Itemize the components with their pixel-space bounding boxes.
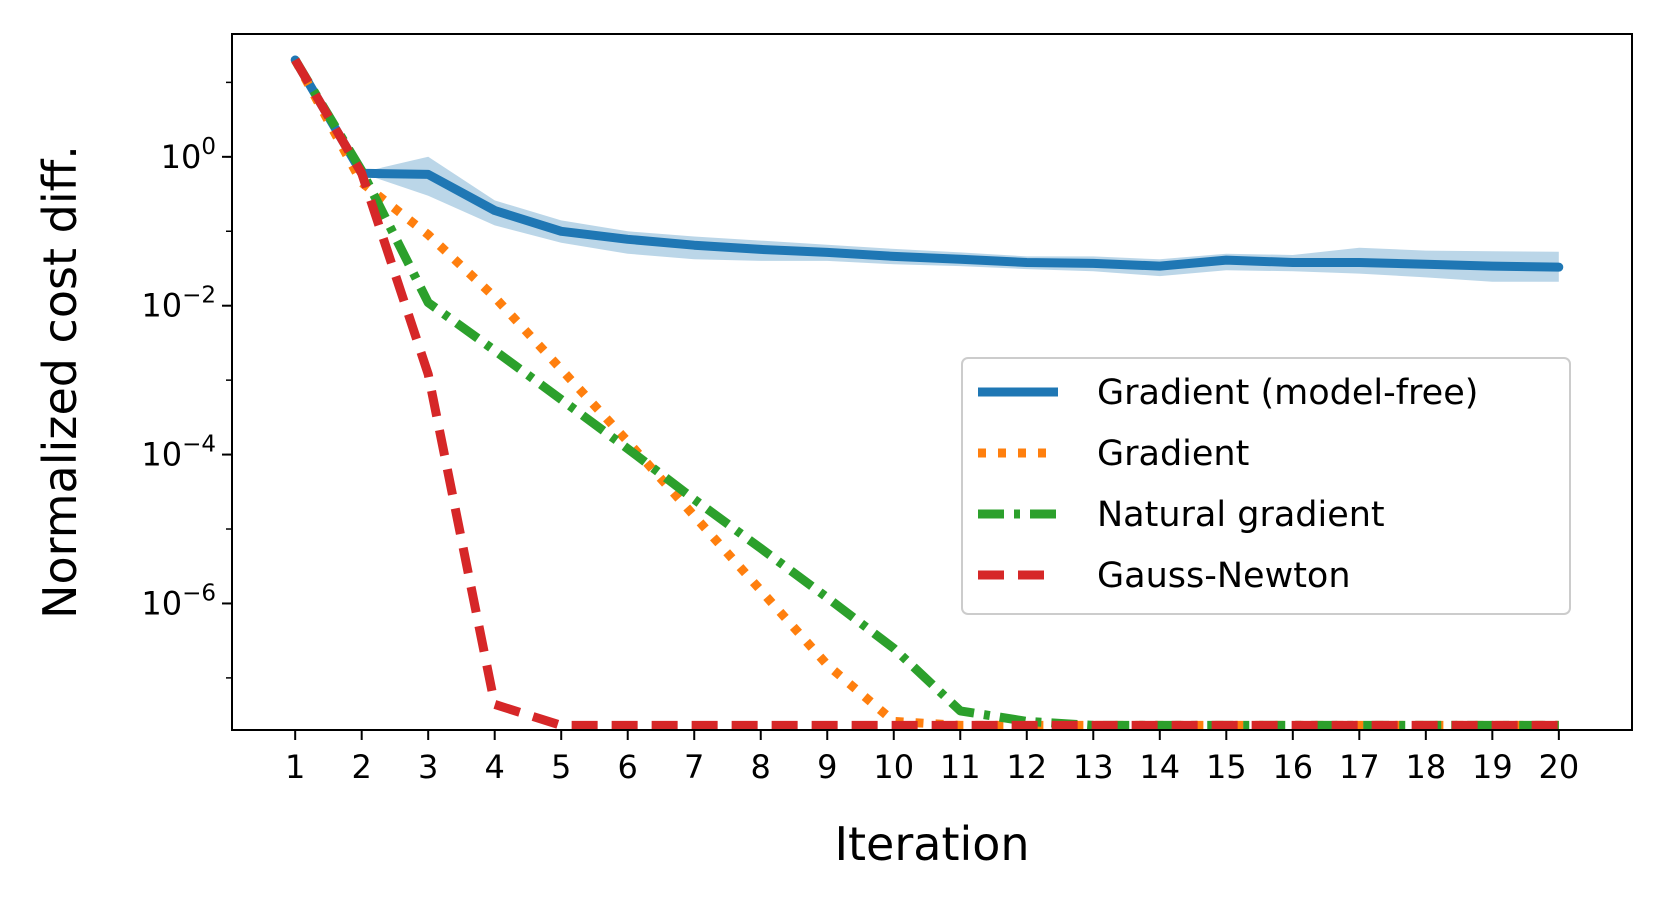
x-tick-label-16: 16 bbox=[1272, 748, 1313, 786]
legend-item-gauss-newton: Gauss-Newton bbox=[978, 556, 1351, 596]
x-tick-label-3: 3 bbox=[418, 748, 438, 786]
x-tick-label-11: 11 bbox=[940, 748, 981, 786]
legend-label-natural-gradient: Natural gradient bbox=[1097, 495, 1385, 535]
x-axis-ticks: 1 2 3 4 5 6 7 8 9 10 11 12 13 14 15 16 17 18 19 20 bbox=[285, 730, 1579, 786]
y-axis-ticks: 100 10−2 10−4 10−6 bbox=[141, 81, 232, 679]
y-axis-label: Normalized cost diff. bbox=[33, 145, 87, 619]
x-tick-label-4: 4 bbox=[485, 748, 505, 786]
x-tick-label-13: 13 bbox=[1073, 748, 1114, 786]
legend-label-gauss-newton: Gauss-Newton bbox=[1097, 556, 1351, 596]
legend-label-gradient: Gradient bbox=[1097, 434, 1249, 474]
x-tick-label-20: 20 bbox=[1538, 748, 1579, 786]
x-tick-label-14: 14 bbox=[1139, 748, 1180, 786]
confidence-band-layer bbox=[295, 60, 1559, 282]
series-gradient-model-free bbox=[290, 55, 1564, 272]
x-tick-label-18: 18 bbox=[1405, 748, 1446, 786]
legend: Gradient (model-free) Gradient Natural gra… bbox=[961, 357, 1571, 615]
x-tick-label-2: 2 bbox=[352, 748, 372, 786]
plot-frame bbox=[231, 33, 1633, 731]
series-layer bbox=[290, 55, 1564, 730]
x-tick-label-19: 19 bbox=[1472, 748, 1513, 786]
x-tick-label-15: 15 bbox=[1206, 748, 1247, 786]
x-tick-label-8: 8 bbox=[751, 748, 771, 786]
y-tick-label--4: 10−4 bbox=[141, 432, 216, 474]
x-tick-label-17: 17 bbox=[1339, 748, 1380, 786]
legend-label-gradient-model-free: Gradient (model-free) bbox=[1097, 373, 1478, 413]
x-tick-label-10: 10 bbox=[873, 748, 914, 786]
x-tick-label-5: 5 bbox=[551, 748, 571, 786]
y-tick-label--2: 10−2 bbox=[141, 283, 216, 325]
line-gradient-model-free bbox=[290, 55, 1564, 272]
x-tick-label-1: 1 bbox=[285, 748, 305, 786]
band-gradient-model-free bbox=[295, 60, 1559, 282]
x-tick-label-7: 7 bbox=[684, 748, 704, 786]
line-gauss-newton bbox=[291, 57, 1559, 730]
y-tick-label-0: 100 bbox=[161, 134, 216, 176]
x-axis-label: Iteration bbox=[834, 817, 1029, 871]
x-tick-label-12: 12 bbox=[1006, 748, 1047, 786]
x-tick-label-9: 9 bbox=[817, 748, 837, 786]
x-tick-label-6: 6 bbox=[618, 748, 638, 786]
series-gauss-newton bbox=[291, 57, 1559, 730]
legend-box bbox=[961, 357, 1571, 615]
legend-item-natural-gradient: Natural gradient bbox=[978, 495, 1385, 535]
legend-item-gradient: Gradient bbox=[978, 434, 1249, 474]
legend-item-gradient-model-free: Gradient (model-free) bbox=[978, 373, 1478, 413]
y-tick-label--6: 10−6 bbox=[141, 580, 216, 622]
